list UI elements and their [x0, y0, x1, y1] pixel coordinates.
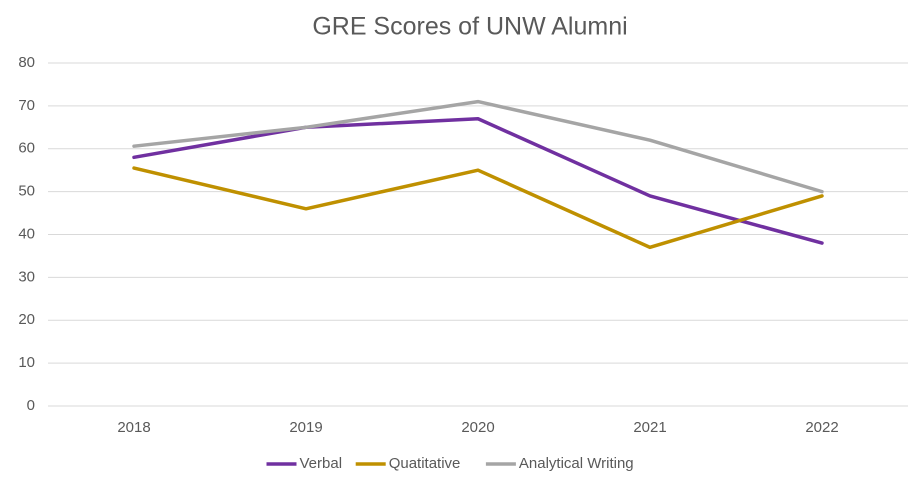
line-series	[132, 99, 824, 194]
y-tick-label: 60	[18, 140, 35, 157]
legend-label: Verbal	[300, 455, 343, 472]
legend-label: Analytical Writing	[519, 455, 634, 472]
line-series	[132, 116, 824, 245]
y-tick-label: 30	[18, 268, 35, 285]
y-tick-label: 0	[27, 397, 35, 414]
x-tick-label: 2021	[633, 419, 666, 436]
chart-title: GRE Scores of UNW Alumni	[312, 13, 627, 41]
x-tick-label: 2020	[461, 419, 494, 436]
y-tick-label: 10	[18, 354, 35, 371]
x-tick-label: 2019	[289, 419, 322, 436]
y-tick-label: 50	[18, 183, 35, 200]
x-tick-label: 2022	[805, 419, 838, 436]
x-tick-label: 2018	[117, 419, 150, 436]
line-series	[132, 166, 824, 250]
legend-label: Quatitative	[389, 455, 461, 472]
y-tick-label: 70	[18, 97, 35, 114]
y-tick-label: 80	[18, 54, 35, 71]
y-tick-label: 20	[18, 311, 35, 328]
y-tick-label: 40	[18, 225, 35, 242]
